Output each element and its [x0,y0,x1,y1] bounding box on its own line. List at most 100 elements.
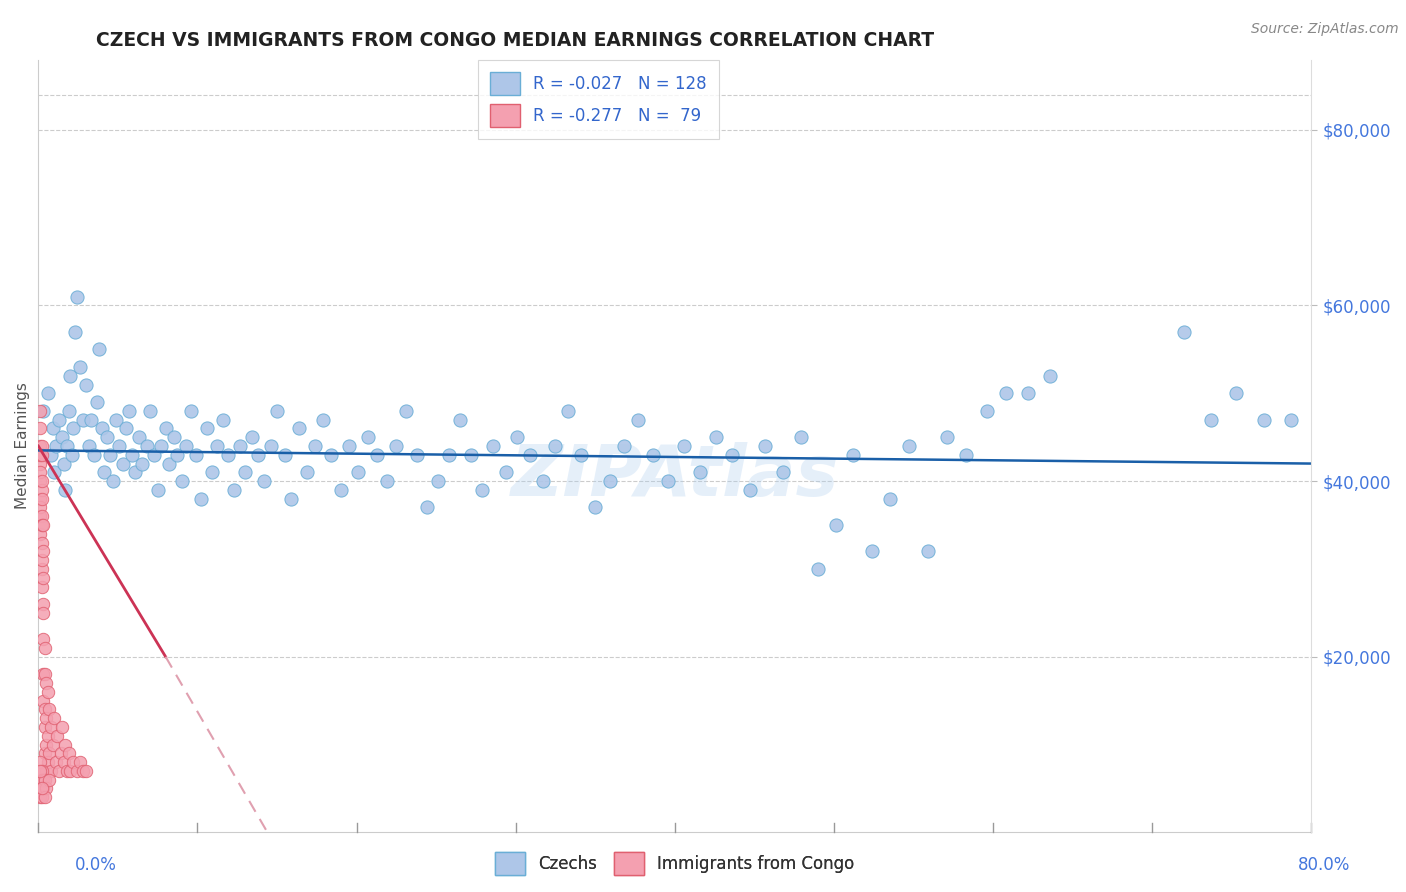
Point [28,448,51,462]
Point [31,474,53,488]
Point [58,404,80,418]
Point [28,404,51,418]
Point [807,562,830,576]
Point [87,343,110,357]
Point [312,412,335,426]
Point [65,764,87,778]
Point [704,430,727,444]
Point [58,747,80,761]
Point [627,412,650,426]
Point [599,474,621,488]
Point [105,412,128,426]
Point [91,421,114,435]
Point [347,466,370,480]
Point [955,448,977,462]
Point [138,404,160,418]
Point [60,448,83,462]
Point [406,448,429,462]
Point [31,580,53,594]
Point [65,290,87,304]
Point [28,790,51,805]
Point [240,430,263,444]
Point [35,738,58,752]
Point [28,772,51,787]
Point [59,368,82,383]
Point [31,535,53,549]
Point [860,544,883,558]
Point [52,457,75,471]
Point [62,755,84,769]
Point [48,412,70,426]
Point [673,439,696,453]
Point [34,747,56,761]
Point [1225,386,1247,401]
Point [39,448,62,462]
Point [31,772,53,787]
Point [233,466,256,480]
Point [31,448,53,462]
Point [495,466,517,480]
Point [1039,368,1062,383]
Point [190,491,212,506]
Point [205,439,228,453]
Point [131,457,153,471]
Point [897,439,920,453]
Point [32,518,55,533]
Point [35,711,58,725]
Point [38,772,60,787]
Point [143,448,166,462]
Point [297,466,319,480]
Text: CZECH VS IMMIGRANTS FROM CONGO MEDIAN EARNINGS CORRELATION CHART: CZECH VS IMMIGRANTS FROM CONGO MEDIAN EA… [96,31,934,50]
Point [28,421,51,435]
Point [32,667,55,681]
Point [506,430,529,444]
Point [280,491,302,506]
Point [375,474,398,488]
Point [288,421,311,435]
Point [56,764,79,778]
Point [366,448,388,462]
Point [28,466,51,480]
Point [162,430,184,444]
Point [212,412,235,426]
Point [32,781,55,796]
Point [789,430,811,444]
Y-axis label: Median Earnings: Median Earnings [15,383,30,509]
Point [229,439,252,453]
Point [772,466,794,480]
Point [357,430,380,444]
Text: Source: ZipAtlas.com: Source: ZipAtlas.com [1251,22,1399,37]
Point [31,491,53,506]
Point [115,421,138,435]
Point [437,448,460,462]
Point [557,404,579,418]
Point [128,430,150,444]
Point [569,448,592,462]
Point [222,483,245,497]
Point [86,395,108,409]
Point [28,474,51,488]
Point [32,404,55,418]
Point [124,466,146,480]
Point [83,448,105,462]
Point [75,764,97,778]
Point [246,448,269,462]
Point [195,421,218,435]
Point [48,764,70,778]
Point [449,412,471,426]
Point [46,729,69,743]
Point [37,386,59,401]
Point [146,483,169,497]
Point [118,404,141,418]
Legend: Czechs, Immigrants from Congo: Czechs, Immigrants from Congo [488,845,862,882]
Point [613,439,636,453]
Text: ZIPAtlas: ZIPAtlas [510,442,839,511]
Point [721,448,744,462]
Point [52,755,75,769]
Point [531,474,554,488]
Point [28,509,51,524]
Point [39,764,62,778]
Point [121,448,143,462]
Point [157,457,180,471]
Point [34,640,56,655]
